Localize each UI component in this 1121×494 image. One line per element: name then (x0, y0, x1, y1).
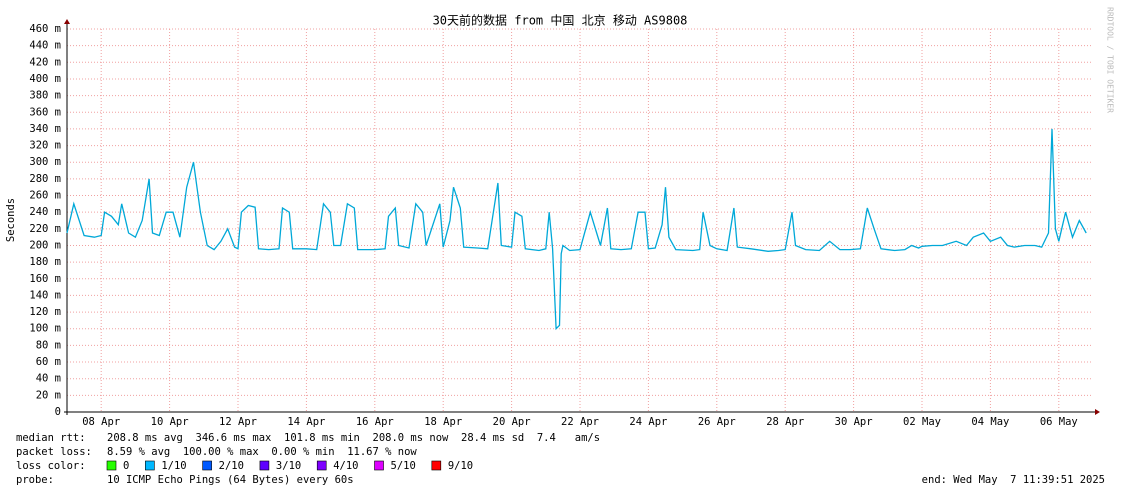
legend-label: 0 (123, 460, 129, 472)
x-tick-label: 18 Apr (424, 416, 462, 428)
axis-arrow (64, 19, 70, 24)
y-tick-label: 380 m (29, 90, 61, 102)
y-tick-label: 420 m (29, 56, 61, 68)
probe-text: 10 ICMP Echo Pings (64 Bytes) every 60s (107, 474, 354, 486)
legend-swatch (374, 460, 384, 471)
end-time: end: Wed May 7 11:39:51 2025 (922, 474, 1105, 486)
y-tick-label: 100 m (29, 323, 61, 335)
legend-label: 5/10 (391, 460, 416, 472)
chart-title: 30天前的数据 from 中国 北京 移动 AS9808 (433, 13, 688, 28)
x-tick-label: 30 Apr (835, 416, 873, 428)
y-tick-label: 60 m (36, 356, 61, 368)
x-tick-label: 28 Apr (766, 416, 804, 428)
y-tick-label: 340 m (29, 123, 61, 135)
legend-swatch (145, 460, 155, 471)
y-tick-label: 220 m (29, 223, 61, 235)
stat-label: median rtt: (16, 432, 86, 444)
legend-label: 1/10 (161, 460, 186, 472)
y-tick-label: 20 m (36, 389, 61, 401)
stat-label: packet loss: (16, 446, 92, 458)
y-tick-label: 0 (55, 406, 61, 418)
x-tick-label: 20 Apr (493, 416, 531, 428)
y-tick-label: 460 m (29, 23, 61, 35)
axis-arrow (1095, 409, 1100, 415)
probe-label: probe: (16, 474, 54, 486)
stat-text: 8.59 % avg 100.00 % max 0.00 % min 11.67… (107, 446, 417, 458)
legend-swatch (202, 460, 212, 471)
y-tick-label: 280 m (29, 173, 61, 185)
y-tick-label: 240 m (29, 206, 61, 218)
legend-swatch (431, 460, 442, 471)
legend-swatch (106, 460, 117, 471)
y-tick-label: 320 m (29, 140, 61, 152)
y-tick-label: 120 m (29, 306, 61, 318)
x-tick-label: 22 Apr (561, 416, 599, 428)
x-tick-label: 24 Apr (629, 416, 667, 428)
x-tick-label: 26 Apr (698, 416, 736, 428)
y-tick-label: 200 m (29, 239, 61, 251)
x-tick-label: 08 Apr (82, 416, 120, 428)
legend-label: 2/10 (219, 460, 244, 472)
x-tick-label: 14 Apr (287, 416, 325, 428)
loss-legend-label: loss color: (16, 460, 86, 472)
x-tick-label: 12 Apr (219, 416, 257, 428)
y-tick-label: 440 m (29, 40, 61, 52)
legend-swatch (259, 460, 270, 471)
legend-label: 3/10 (276, 460, 301, 472)
x-tick-label: 02 May (903, 416, 941, 428)
y-tick-label: 160 m (29, 273, 61, 285)
legend-label: 4/10 (333, 460, 358, 472)
x-tick-label: 10 Apr (151, 416, 189, 428)
x-tick-label: 06 May (1040, 416, 1078, 428)
legend-label: 9/10 (448, 460, 473, 472)
median-line (66, 128, 1087, 331)
x-tick-label: 16 Apr (356, 416, 394, 428)
y-tick-label: 180 m (29, 256, 61, 268)
y-tick-label: 300 m (29, 156, 61, 168)
y-tick-label: 140 m (29, 289, 61, 301)
x-tick-label: 04 May (971, 416, 1009, 428)
legend-swatch (316, 460, 327, 471)
y-tick-label: 80 m (36, 339, 61, 351)
y-tick-label: 400 m (29, 73, 61, 85)
y-axis-label: Seconds (5, 198, 17, 242)
side-text: RRDTOOL / TOBI OETIKER (1106, 7, 1115, 113)
y-tick-label: 260 m (29, 190, 61, 202)
y-tick-label: 40 m (36, 373, 61, 385)
y-tick-label: 360 m (29, 106, 61, 118)
stat-text: 208.8 ms avg 346.6 ms max 101.8 ms min 2… (107, 432, 600, 444)
